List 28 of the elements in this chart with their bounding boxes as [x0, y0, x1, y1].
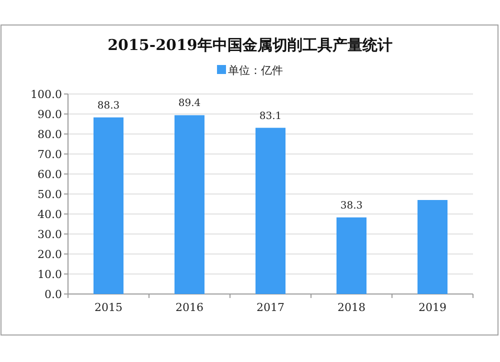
x-tick-label: 2018 — [338, 301, 366, 314]
x-tick-label: 2015 — [94, 301, 122, 314]
y-tick-label: 70.0 — [38, 148, 62, 161]
y-tick-label: 90.0 — [38, 108, 62, 121]
y-tick-label: 60.0 — [38, 168, 62, 181]
x-tick-label: 2017 — [256, 301, 284, 314]
data-label: 38.3 — [340, 200, 363, 212]
y-tick-label: 100.0 — [30, 88, 62, 101]
y-tick-label: 50.0 — [38, 188, 62, 201]
data-label: 89.4 — [178, 98, 201, 110]
legend: 单位：亿件 — [217, 64, 283, 77]
y-tick-label: 20.0 — [38, 248, 62, 261]
y-tick-label: 10.0 — [38, 268, 62, 281]
legend-label: 单位：亿件 — [228, 64, 283, 77]
bar — [256, 128, 286, 294]
y-tick-label: 0.0 — [44, 288, 62, 301]
x-tick-label: 2019 — [418, 301, 446, 314]
x-tick-label: 2016 — [176, 301, 204, 314]
bar — [336, 217, 366, 294]
data-label: 88.3 — [97, 100, 120, 112]
chart-title: 2015-2019年中国金属切削工具产量统计 — [108, 36, 392, 54]
y-tick-label: 80.0 — [38, 128, 62, 141]
data-label: 83.1 — [259, 110, 282, 122]
y-tick-label: 40.0 — [38, 208, 62, 221]
bar — [418, 200, 448, 294]
bar — [174, 115, 204, 294]
bar — [94, 117, 124, 294]
y-tick-label: 30.0 — [38, 228, 62, 241]
